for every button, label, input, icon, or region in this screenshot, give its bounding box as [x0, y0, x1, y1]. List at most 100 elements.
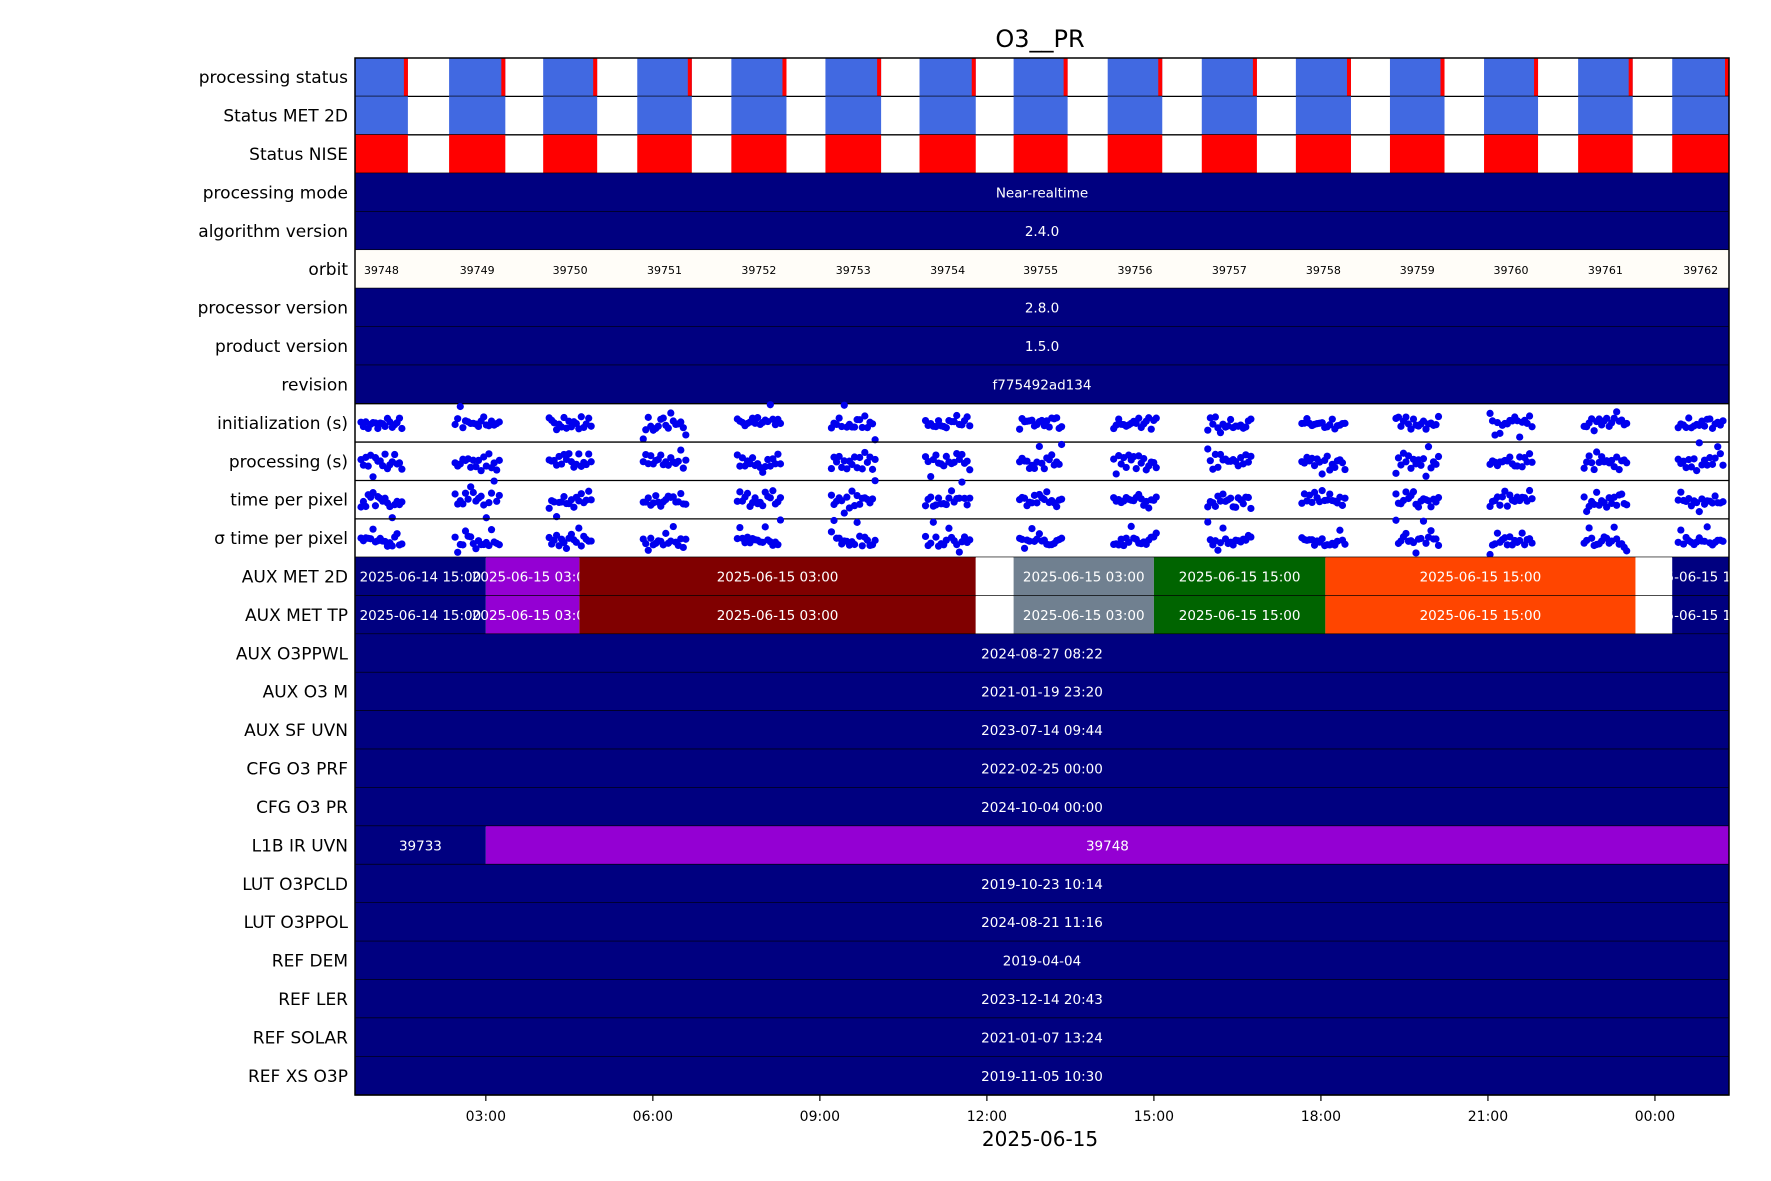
point-time-per-pixel-0-5	[369, 489, 377, 497]
row-label-ref-xs-o3p: REF XS O3P	[248, 1067, 348, 1087]
segment-aux-met-2d-1	[485, 557, 580, 596]
point-processing-s-10-5	[1310, 462, 1319, 470]
status-block-processing-status-5	[825, 58, 882, 97]
orbit-label-8: 39756	[1117, 264, 1152, 277]
row-label-revision: revision	[281, 375, 348, 395]
point-initialization-s-3-6	[654, 422, 662, 430]
point-time-per-pixel-4-7	[751, 494, 759, 502]
point-initialization-s-14-3	[1682, 423, 1690, 432]
point-processing-s-13-0	[1580, 464, 1588, 472]
point-time-per-pixel-1-5	[464, 495, 472, 503]
point-time-per-pixel-12-0	[1486, 550, 1494, 559]
point-time-per-pixel-13-5	[1593, 488, 1601, 496]
row-algorithm-version: 2.4.0	[355, 211, 1729, 251]
segment-label-aux-met-tp-2: 2025-06-15 03:00	[717, 608, 839, 624]
point-initialization-s-3-2	[644, 413, 652, 421]
point-time-per-pixel-11-12	[1422, 539, 1430, 547]
point-time-per-pixel-1-14	[487, 526, 496, 534]
point-time-per-pixel-13-2	[1585, 524, 1593, 532]
point-time-per-pixel-1-0	[451, 490, 459, 498]
point-time-per-pixel-2-12	[575, 524, 583, 532]
point-time-per-pixel-2-6	[560, 538, 568, 547]
point-processing-s-7-3	[1023, 457, 1031, 465]
row-revision: f775492ad134	[355, 365, 1729, 404]
point-processing-s-12-8	[1506, 453, 1514, 461]
row-aux-sf-uvn: 2023-07-14 09:44	[355, 710, 1729, 750]
point-initialization-s-6-17	[966, 422, 974, 430]
point-time-per-pixel-0-13	[388, 514, 396, 522]
point-time-per-pixel-7-15	[1053, 503, 1061, 511]
point-initialization-s-11-1	[1394, 413, 1403, 421]
point-time-per-pixel-6-13	[955, 494, 963, 502]
point-initialization-s-4-14	[769, 415, 777, 423]
orbit-label-5: 39753	[836, 264, 871, 277]
segment-label-aux-sf-uvn-0: 2023-07-14 09:44	[981, 723, 1103, 739]
point-time-per-pixel-3-15	[677, 489, 685, 498]
status-block-status-met-2d-1	[449, 96, 506, 135]
segment-label-aux-met-2d-4: 2025-06-15 03:00	[1023, 570, 1145, 586]
point-time-per-pixel-11-16	[1432, 535, 1440, 543]
status-block-status-nise-3	[637, 134, 692, 174]
point-initialization-s-5-16	[868, 420, 877, 428]
point-initialization-s-3-1	[642, 426, 650, 434]
point-time-per-pixel-6-9	[945, 494, 953, 502]
point-processing-s-3-3	[647, 452, 655, 460]
segment-label-revision-0: f775492ad134	[993, 377, 1092, 393]
point-time-per-pixel-0-5	[369, 525, 377, 533]
point-time-per-pixel-9-16	[1244, 493, 1252, 502]
segment-label-ref-xs-o3p-0: 2019-11-05 10:30	[981, 1069, 1103, 1085]
point-time-per-pixel-4-0	[733, 497, 741, 505]
point-processing-s-13-3	[1588, 459, 1596, 467]
point-time-per-pixel-10-8	[1318, 487, 1326, 495]
point-initialization-s-1-2	[456, 402, 464, 411]
point-time-per-pixel-4-13	[766, 494, 774, 502]
point-processing-s-13-17	[1623, 459, 1631, 467]
point-initialization-s-9-9	[1227, 415, 1235, 424]
point-time-per-pixel-5-17	[871, 477, 879, 485]
point-time-per-pixel-12-8	[1506, 533, 1514, 541]
orbit-label-13: 39761	[1588, 264, 1623, 277]
segment-aux-o3-m-0	[355, 672, 1729, 711]
point-processing-s-0-5	[369, 473, 377, 481]
point-time-per-pixel-11-14	[1427, 503, 1435, 511]
row-label-algorithm-version: algorithm version	[198, 222, 348, 242]
point-time-per-pixel-1-16	[493, 497, 501, 505]
status-edge-processing-status-3	[687, 58, 692, 97]
segment-aux-o3ppwl-0	[355, 634, 1729, 673]
point-time-per-pixel-6-8	[942, 500, 950, 509]
segment-aux-sf-uvn-0	[355, 710, 1729, 750]
point-processing-s-9-16	[1244, 458, 1252, 466]
orbit-label-12: 39760	[1494, 264, 1529, 277]
segment-label-product-version-0: 1.5.0	[1025, 339, 1059, 355]
status-edge-processing-status-9	[1252, 58, 1257, 97]
row-label-aux-met-2d: AUX MET 2D	[242, 568, 348, 588]
point-time-per-pixel-14-2	[1679, 540, 1688, 548]
point-initialization-s-4-8	[754, 414, 762, 422]
point-initialization-s-8-17	[1152, 414, 1160, 422]
point-processing-s-1-13	[485, 450, 493, 458]
plot-frame	[354, 57, 1730, 1096]
point-initialization-s-8-15	[1147, 425, 1155, 433]
segment-label-ref-dem-0: 2019-04-04	[1003, 954, 1081, 970]
point-processing-s-2-17	[587, 458, 595, 466]
point-initialization-s-6-12	[953, 411, 961, 420]
point-time-per-pixel-1-13	[485, 541, 493, 550]
point-time-per-pixel-12-4	[1496, 501, 1504, 509]
status-block-status-met-2d-6	[919, 96, 976, 135]
point-processing-s-7-17	[1058, 440, 1066, 449]
point-time-per-pixel-6-15	[960, 494, 969, 502]
point-initialization-s-5-12	[858, 423, 866, 432]
point-time-per-pixel-10-16	[1338, 501, 1347, 509]
segment-label-aux-met-2d-5: 2025-06-15 15:00	[1179, 570, 1301, 586]
point-processing-s-6-16	[963, 457, 971, 465]
point-time-per-pixel-11-10	[1417, 534, 1425, 543]
point-time-per-pixel-5-1	[830, 516, 838, 525]
segment-aux-met-2d-0	[355, 557, 486, 596]
point-time-per-pixel-7-17	[1058, 534, 1066, 542]
segment-label-aux-met-tp-6: 2025-06-15 15:00	[1420, 608, 1542, 624]
status-block-status-met-2d-4	[731, 96, 787, 135]
point-time-per-pixel-6-3	[929, 518, 937, 526]
point-processing-s-11-14	[1427, 464, 1435, 472]
row-ref-dem: 2019-04-04	[355, 941, 1729, 980]
segment-aux-met-tp-4	[1013, 595, 1154, 635]
